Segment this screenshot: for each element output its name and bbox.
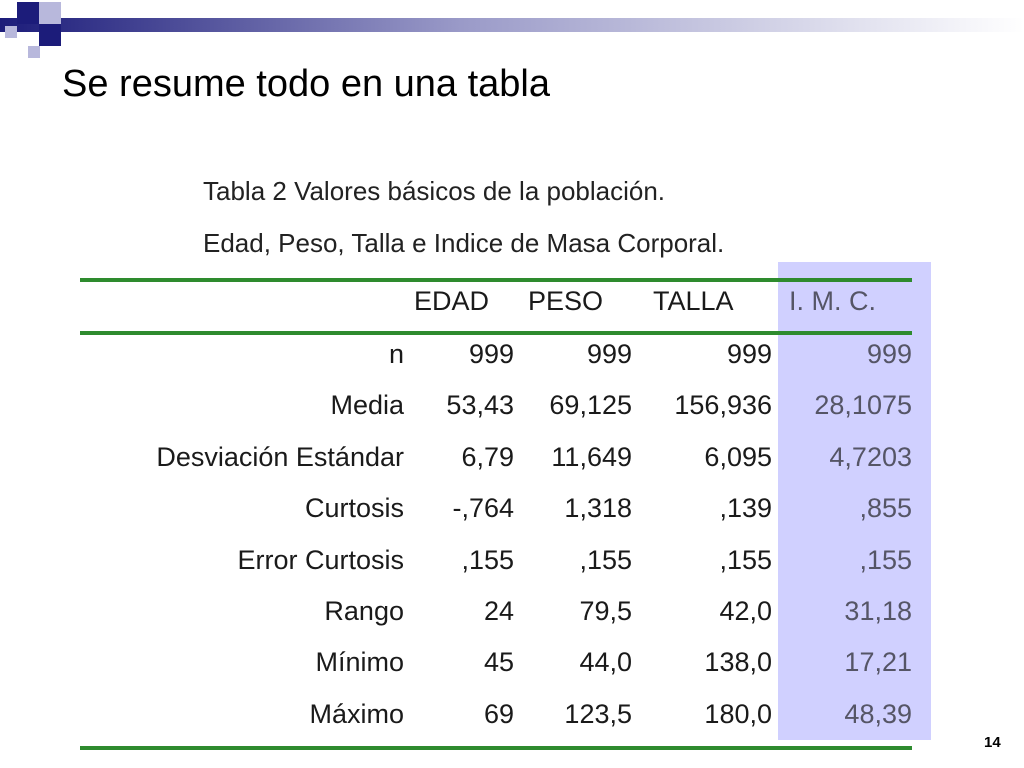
row-label: Máximo xyxy=(309,699,404,729)
table-value-cell: 156,936 xyxy=(674,390,772,420)
table-caption-line1: Tabla 2 Valores básicos de la población. xyxy=(203,176,666,206)
table-value-cell: 48,39 xyxy=(844,699,912,729)
table-value-cell: ,155 xyxy=(579,545,632,575)
table-value-cell: 69,125 xyxy=(549,390,632,420)
table-value-cell: 180,0 xyxy=(704,699,772,729)
table-value-cell: 42,0 xyxy=(719,596,772,626)
deco-square-light-top xyxy=(39,2,61,24)
table-value-cell: ,139 xyxy=(719,493,772,523)
table-header-cell: PESO xyxy=(528,286,604,316)
table-value-cell: 69 xyxy=(483,699,514,729)
table-value-cell: -,764 xyxy=(452,493,514,523)
table-value-cell: 999 xyxy=(586,339,632,369)
table-value-cell: ,855 xyxy=(859,493,912,523)
table-bottom-rule xyxy=(80,746,912,750)
table-value-cell: 999 xyxy=(866,339,912,369)
table-value-cell: 53,43 xyxy=(446,390,514,420)
table-top-rule xyxy=(80,278,912,282)
deco-square-light-left xyxy=(5,26,17,38)
imc-column-highlight xyxy=(778,262,931,740)
table-value-cell: 999 xyxy=(726,339,772,369)
slide-title: Se resume todo en una tabla xyxy=(62,63,551,105)
table-value-cell: 31,18 xyxy=(844,596,912,626)
table-header-rule xyxy=(80,331,912,335)
row-label: Media xyxy=(330,390,404,420)
row-label: Curtosis xyxy=(304,493,404,523)
table-value-cell: 6,79 xyxy=(461,442,514,472)
table-value-cell: 4,7203 xyxy=(829,442,912,472)
deco-square-dark-top xyxy=(17,2,39,24)
row-label: Desviación Estándar xyxy=(156,442,404,472)
page-number: 14 xyxy=(984,734,1001,751)
table-value-cell: 138,0 xyxy=(704,647,772,677)
table-value-cell: 123,5 xyxy=(564,699,632,729)
table-value-cell: ,155 xyxy=(719,545,772,575)
table-header-cell: EDAD xyxy=(414,286,490,316)
table-value-cell: 6,095 xyxy=(704,442,772,472)
table-value-cell: ,155 xyxy=(859,545,912,575)
table-value-cell: 999 xyxy=(468,339,514,369)
table-caption-line2: Edad, Peso, Talla e Indice de Masa Corpo… xyxy=(203,228,725,258)
table-value-cell: 28,1075 xyxy=(814,390,912,420)
header-gradient-bar xyxy=(0,18,1024,32)
table-value-cell: 45 xyxy=(483,647,514,677)
table-value-cell: 1,318 xyxy=(564,493,632,523)
deco-square-dark-mid xyxy=(39,24,61,46)
row-label: n xyxy=(388,339,404,369)
table-header-cell: I. M. C. xyxy=(789,286,876,316)
table-header-cell: TALLA xyxy=(653,286,734,316)
table-value-cell: 79,5 xyxy=(579,596,632,626)
table-value-cell: 24 xyxy=(483,596,514,626)
table-value-cell: 44,0 xyxy=(579,647,632,677)
row-label: Error Curtosis xyxy=(237,545,404,575)
table-value-cell: ,155 xyxy=(461,545,514,575)
row-label: Rango xyxy=(324,596,404,626)
table-value-cell: 11,649 xyxy=(551,442,632,472)
row-label: Mínimo xyxy=(315,647,404,677)
table-value-cell: 17,21 xyxy=(844,647,912,677)
deco-square-light-small xyxy=(28,46,40,58)
